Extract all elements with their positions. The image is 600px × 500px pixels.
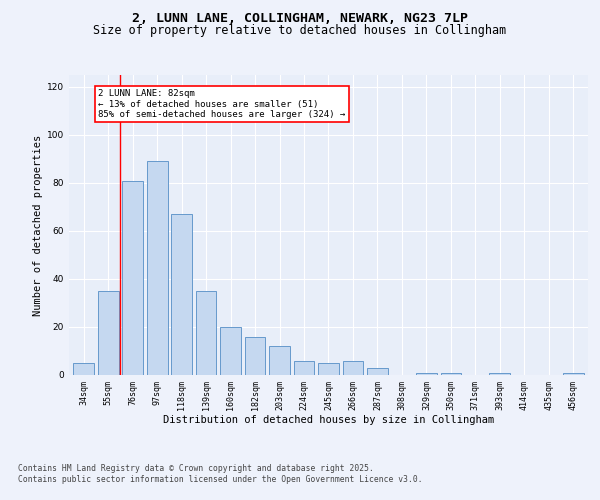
Text: 2, LUNN LANE, COLLINGHAM, NEWARK, NG23 7LP: 2, LUNN LANE, COLLINGHAM, NEWARK, NG23 7… bbox=[132, 12, 468, 26]
Bar bbox=[245, 336, 265, 375]
Text: 2 LUNN LANE: 82sqm
← 13% of detached houses are smaller (51)
85% of semi-detache: 2 LUNN LANE: 82sqm ← 13% of detached hou… bbox=[98, 90, 346, 119]
Bar bbox=[269, 346, 290, 375]
Bar bbox=[196, 291, 217, 375]
Bar bbox=[122, 180, 143, 375]
Text: Size of property relative to detached houses in Collingham: Size of property relative to detached ho… bbox=[94, 24, 506, 37]
Bar bbox=[220, 327, 241, 375]
Y-axis label: Number of detached properties: Number of detached properties bbox=[33, 134, 43, 316]
X-axis label: Distribution of detached houses by size in Collingham: Distribution of detached houses by size … bbox=[163, 416, 494, 426]
Text: Contains public sector information licensed under the Open Government Licence v3: Contains public sector information licen… bbox=[18, 475, 422, 484]
Bar bbox=[171, 214, 192, 375]
Bar bbox=[367, 368, 388, 375]
Bar bbox=[416, 372, 437, 375]
Bar bbox=[98, 291, 119, 375]
Text: Contains HM Land Registry data © Crown copyright and database right 2025.: Contains HM Land Registry data © Crown c… bbox=[18, 464, 374, 473]
Bar bbox=[147, 162, 167, 375]
Bar bbox=[563, 372, 584, 375]
Bar bbox=[490, 372, 510, 375]
Bar bbox=[73, 363, 94, 375]
Bar bbox=[440, 372, 461, 375]
Bar bbox=[343, 360, 364, 375]
Bar bbox=[318, 363, 339, 375]
Bar bbox=[293, 360, 314, 375]
